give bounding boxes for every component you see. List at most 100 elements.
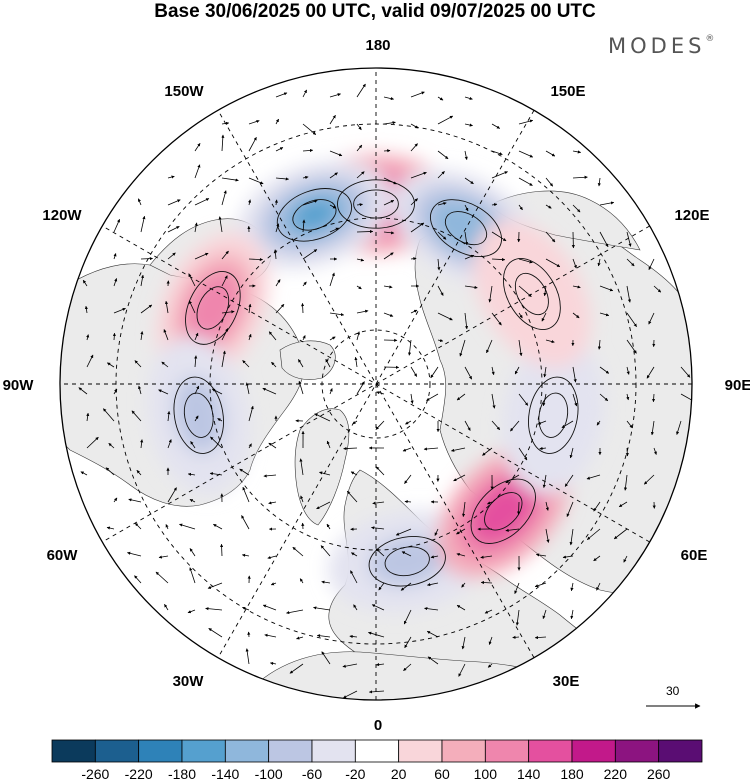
wind-vector	[626, 285, 631, 303]
colorbar-tick-label: -100	[254, 766, 283, 782]
wind-vector	[464, 204, 469, 212]
wind-vector	[518, 447, 528, 461]
wind-vector	[248, 257, 263, 262]
wind-vector	[491, 150, 503, 156]
land-arctic-islands	[279, 340, 336, 380]
wind-vector	[597, 258, 601, 267]
wind-vector	[401, 551, 412, 557]
colorbar-tick-label: -140	[211, 766, 240, 782]
wind-vector	[194, 222, 198, 233]
wind-vector	[351, 552, 358, 557]
wind-vector	[299, 458, 304, 476]
wind-vector	[375, 420, 385, 430]
lon-label-60e: 60E	[680, 547, 708, 564]
wind-vector	[292, 546, 304, 557]
wind-vector	[248, 333, 252, 341]
wind-vector	[461, 636, 466, 650]
wind-vector	[512, 635, 520, 639]
colorbar-swatch	[181, 739, 226, 763]
wind-vector	[316, 501, 331, 510]
wind-vector	[539, 446, 547, 451]
wind-vector	[275, 118, 279, 125]
wind-vector	[491, 420, 501, 431]
wind-vector	[534, 582, 547, 588]
wind-vector	[613, 528, 628, 540]
wind-vector	[572, 175, 588, 179]
wind-vector	[464, 366, 473, 380]
wind-vector	[599, 231, 609, 248]
wind-vector	[241, 515, 250, 530]
wind-vector	[518, 204, 523, 211]
wind-vector	[221, 328, 229, 341]
wind-vector	[383, 96, 394, 101]
colorbar-swatch	[354, 739, 400, 763]
colorbar-swatch	[614, 739, 660, 763]
wind-vector	[329, 150, 343, 157]
wind-vector	[275, 92, 288, 98]
wind-vector	[623, 555, 628, 563]
wind-vector	[248, 119, 260, 125]
wind-vector	[623, 474, 628, 491]
wind-vector	[302, 89, 307, 98]
wind-vector	[491, 171, 508, 179]
wind-vector	[626, 258, 635, 267]
wind-vector	[437, 338, 444, 343]
wind-vector	[403, 663, 412, 672]
wind-vector	[572, 285, 581, 289]
anomaly-contour	[384, 546, 430, 577]
colorbar-swatch	[94, 739, 140, 763]
wind-vector	[586, 528, 601, 540]
wind-vector	[437, 258, 441, 271]
wind-vector	[248, 177, 264, 185]
lon-label-120w: 120W	[42, 207, 82, 224]
wind-vectors	[78, 83, 692, 699]
colorbar-swatch	[441, 739, 486, 763]
wind-vector	[545, 204, 552, 209]
wind-vector	[356, 123, 362, 131]
wind-vector	[167, 175, 175, 179]
wind-vector	[221, 275, 228, 287]
colorbar-swatch	[528, 739, 573, 763]
wind-vector	[383, 231, 395, 235]
wind-vector	[430, 366, 439, 379]
wind-vector	[268, 442, 277, 449]
anomaly-blob	[484, 492, 522, 530]
meridians	[60, 68, 692, 700]
wind-vector	[300, 495, 304, 503]
brand-logo: MODES®	[608, 34, 714, 58]
wind-vector	[78, 387, 88, 395]
wind-vector	[289, 663, 304, 674]
wind-vector	[286, 609, 304, 615]
wind-vector	[137, 385, 142, 395]
wind-vector	[302, 219, 306, 233]
wind-vector	[140, 304, 153, 314]
wind-vector	[270, 582, 277, 586]
wind-vector	[113, 497, 118, 503]
wind-vector	[329, 172, 338, 179]
wind-vector	[316, 634, 331, 638]
wind-vector	[482, 447, 493, 456]
anomaly-contour	[276, 188, 352, 242]
colorbar-tick-label: -60	[301, 766, 323, 782]
wind-vector	[593, 555, 601, 562]
wind-vector	[356, 83, 366, 98]
wind-vector	[464, 123, 473, 127]
wind-vector	[372, 501, 385, 505]
wind-vector	[356, 144, 363, 152]
wind-vector	[596, 582, 601, 591]
wind-vector	[194, 332, 199, 341]
wind-vector	[356, 171, 365, 179]
wind-vector	[383, 312, 394, 317]
wind-vector	[542, 609, 547, 620]
wind-vector	[383, 285, 393, 289]
lon-label-120e: 120E	[674, 207, 710, 224]
wind-vector	[561, 420, 574, 429]
wind-vector	[134, 575, 142, 584]
wind-vector	[491, 257, 506, 262]
wind-vector	[167, 225, 180, 233]
wind-vector	[597, 177, 601, 187]
wind-vector	[487, 501, 493, 505]
wind-vector	[113, 253, 117, 260]
wind-vector	[464, 312, 469, 330]
wind-vector	[383, 252, 394, 260]
